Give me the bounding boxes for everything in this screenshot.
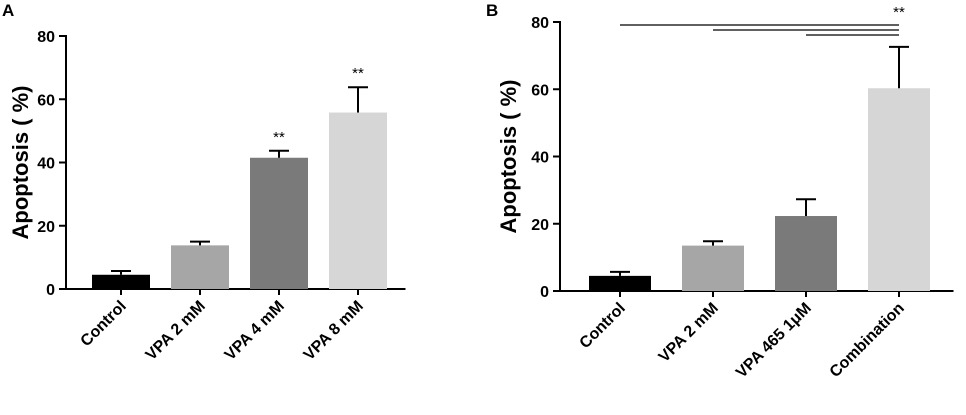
- bar-4: [329, 112, 387, 289]
- significance-marker: **: [893, 4, 905, 21]
- panel-letter-b: B: [486, 1, 498, 20]
- category-label: VPA 2 mM: [143, 298, 209, 364]
- y-tick-label: 60: [531, 82, 549, 99]
- y-tick-label: 20: [37, 219, 55, 236]
- category-label: VPA 465 1μM: [733, 300, 815, 382]
- category-label: Control: [78, 298, 130, 350]
- y-axis-label: Apoptosis ( %): [8, 86, 33, 240]
- y-tick-label: 0: [540, 284, 549, 301]
- bar-2: [682, 245, 744, 291]
- significance-marker: **: [273, 129, 285, 146]
- category-label: VPA 8 mM: [301, 298, 367, 364]
- y-tick-label: 80: [531, 15, 549, 32]
- bar-4: [868, 88, 930, 292]
- y-tick-label: 0: [46, 282, 55, 299]
- y-tick-label: 40: [37, 156, 55, 173]
- bar-3: [250, 157, 308, 289]
- y-tick-label: 60: [37, 92, 55, 109]
- category-label: VPA 2 mM: [656, 300, 722, 366]
- y-axis-label: Apoptosis ( %): [496, 80, 521, 234]
- bar-3: [775, 216, 837, 291]
- significance-marker: **: [352, 65, 364, 82]
- panel-letter-a: A: [2, 1, 14, 20]
- bar-2: [171, 245, 229, 289]
- y-tick-label: 20: [531, 217, 549, 234]
- y-tick-label: 40: [531, 150, 549, 167]
- category-label: VPA 4 mM: [222, 298, 288, 364]
- bar-1: [589, 275, 651, 291]
- category-label: Combination: [827, 300, 908, 381]
- category-label: Control: [577, 300, 629, 352]
- bar-1: [92, 274, 150, 289]
- y-tick-label: 80: [37, 29, 55, 46]
- panel-b-chart: Apoptosis ( %) 0 20 40 60 80 Control VPA 2 mM VP…: [496, 4, 954, 382]
